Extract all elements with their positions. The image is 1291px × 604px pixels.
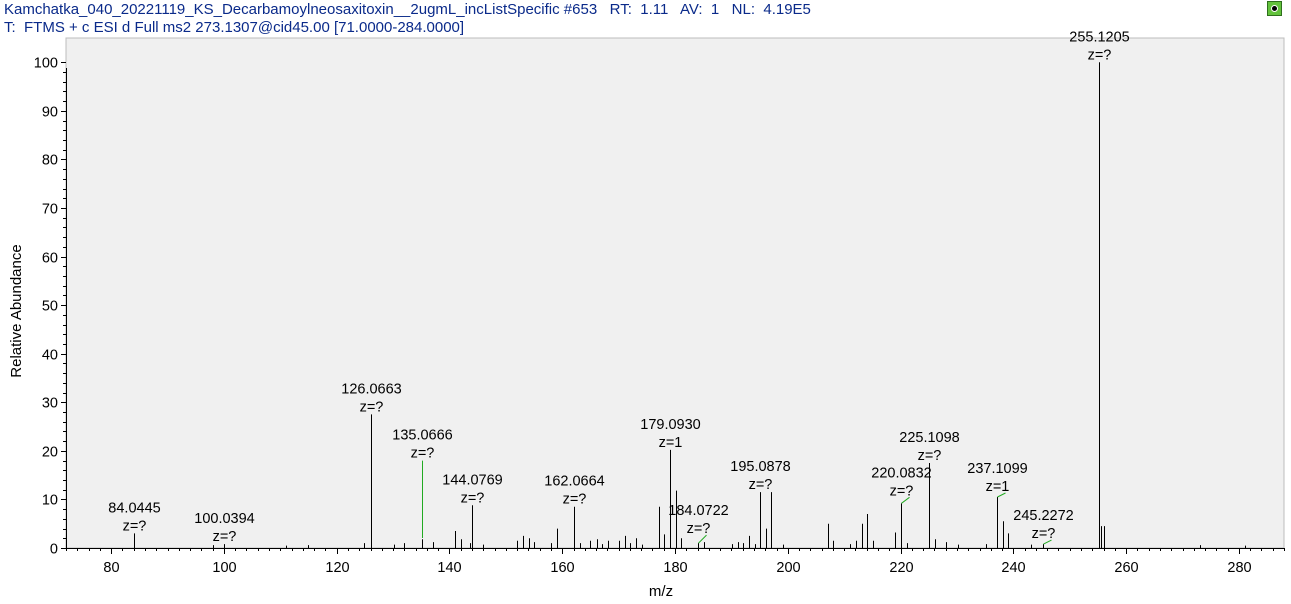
y-tick-label: 20 [42, 445, 58, 461]
label-leader [698, 534, 707, 544]
x-tick-label: 200 [776, 560, 800, 576]
peak-charge-label: z=? [918, 448, 942, 464]
peak-mz-label: 162.0664 [544, 474, 604, 490]
y-tick-label: 10 [42, 493, 58, 509]
x-tick-label: 240 [1001, 560, 1025, 576]
plot-area [65, 37, 1285, 549]
label-leader [1043, 539, 1052, 545]
peak-charge-label: z=? [461, 490, 485, 506]
label-leader [901, 496, 910, 504]
peak-mz-label: 220.0832 [871, 465, 931, 481]
axes-group: 0 10 20 30 40 50 60 70 80 90 100 80 100 120 140 160 180 2… [34, 56, 1285, 576]
peak-labels-group: z=? 84.0445 z=? 100.0394 z=? 126.0663 z=? 135.0… [108, 29, 1129, 545]
x-tick-label: 140 [437, 560, 461, 576]
y-tick-label: 80 [42, 153, 58, 169]
peak-charge-label: z=? [749, 477, 773, 493]
peak-mz-label: 237.1099 [967, 461, 1027, 477]
peak-mz-label: 245.2272 [1013, 508, 1073, 524]
peak-charge-label: z=? [687, 521, 711, 537]
peak-mz-label: 100.0394 [194, 511, 254, 527]
x-tick-label: 280 [1227, 560, 1251, 576]
x-tick-label: 220 [889, 560, 913, 576]
peak-charge-label: z=? [1088, 47, 1112, 63]
peaks-group [134, 62, 1246, 548]
y-tick-label: 70 [42, 202, 58, 218]
y-tick-label: 40 [42, 348, 58, 364]
y-tick-label: 60 [42, 251, 58, 267]
peak-mz-label: 84.0445 [108, 500, 160, 516]
spectrum-view-icon[interactable] [1267, 1, 1282, 16]
peak-charge-label: z=? [411, 446, 435, 462]
peak-charge-label: z=1 [986, 479, 1010, 495]
y-tick-label: 100 [34, 56, 58, 72]
peak-charge-label: z=? [360, 399, 384, 415]
x-tick-label: 260 [1114, 560, 1138, 576]
x-tick-label: 160 [550, 560, 574, 576]
label-leader [997, 492, 1006, 498]
peak-charge-label: z=? [213, 529, 237, 545]
x-tick-label: 180 [663, 560, 687, 576]
peak-charge-label: z=? [1032, 526, 1056, 542]
peak-mz-label: 255.1205 [1069, 29, 1129, 45]
peak-charge-label: z=1 [659, 435, 683, 451]
y-tick-label: 90 [42, 105, 58, 121]
y-tick-label: 50 [42, 299, 58, 315]
peak-charge-label: z=? [123, 518, 147, 534]
peak-mz-label: 225.1098 [899, 430, 959, 446]
peak-mz-label: 135.0666 [392, 428, 452, 444]
y-tick-label: 0 [50, 542, 58, 558]
scan-header: Kamchatka_040_20221119_KS_Decarbamoylneo… [4, 1, 811, 18]
x-tick-label: 80 [103, 560, 119, 576]
peak-mz-label: 195.0878 [730, 459, 790, 475]
x-tick-label: 100 [212, 560, 236, 576]
peak-mz-label: 126.0663 [341, 381, 401, 397]
y-axis-label: Relative Abundance [8, 244, 25, 377]
peak-charge-label: z=? [563, 492, 587, 508]
peak-mz-label: 184.0722 [668, 503, 728, 519]
peak-mz-label: 144.0769 [442, 472, 502, 488]
y-tick-label: 30 [42, 396, 58, 412]
x-axis-label: m/z [649, 583, 673, 600]
peak-charge-label: z=? [890, 483, 914, 499]
x-tick-label: 120 [325, 560, 349, 576]
scan-filter: T: FTMS + c ESI d Full ms2 273.1307@cid4… [4, 19, 465, 36]
peak-mz-label: 179.0930 [640, 417, 700, 433]
